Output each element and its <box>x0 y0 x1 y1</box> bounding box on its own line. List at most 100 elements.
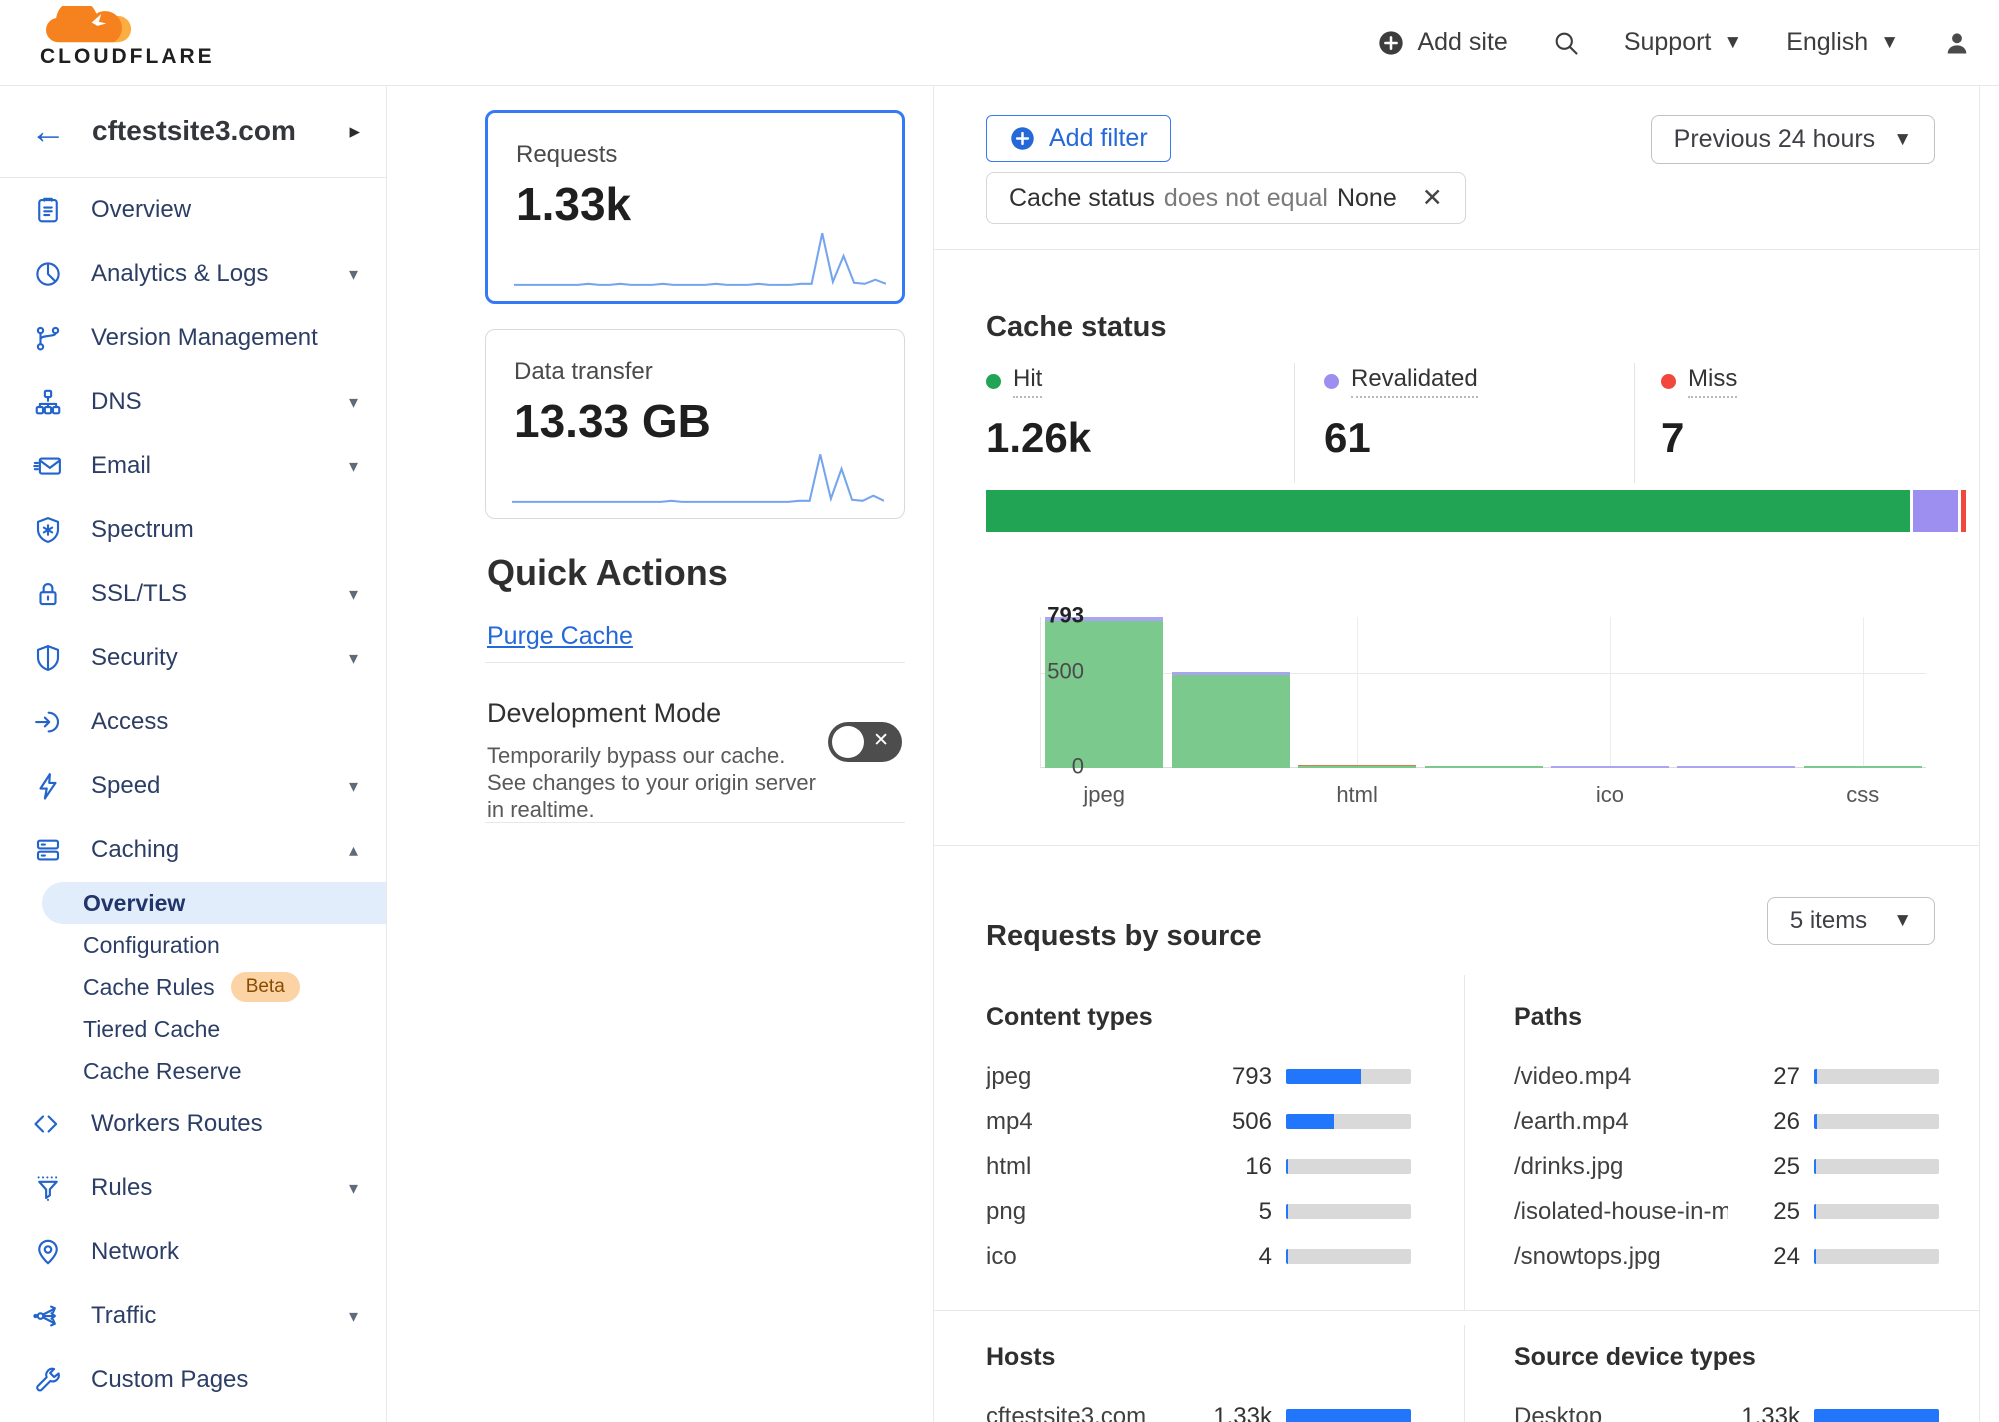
lock-icon <box>33 579 63 609</box>
cache-status-title: Cache status <box>986 311 1167 343</box>
table-row: /snowtops.jpg 24 <box>1514 1234 1939 1279</box>
bar-segment-revalidated <box>1677 766 1796 768</box>
cloudflare-logo[interactable]: CLOUDFLARE <box>40 0 212 69</box>
divider <box>485 662 905 663</box>
divider <box>934 1310 1979 1311</box>
summary-card-data-transfer[interactable]: Data transfer 13.33 GB <box>485 329 905 519</box>
remove-filter-icon[interactable]: ✕ <box>1421 184 1443 212</box>
row-label: /isolated-house-in-mo... <box>1514 1197 1728 1225</box>
chevron-up-icon: ▴ <box>348 839 358 860</box>
sidebar-item-overview[interactable]: Overview <box>0 178 386 242</box>
progress-bar <box>1814 1249 1939 1264</box>
y-axis-line <box>1040 617 1041 768</box>
chevron-down-icon: ▼ <box>1880 31 1899 53</box>
support-menu[interactable]: Support ▼ <box>1623 28 1743 56</box>
bar-segment-miss <box>1298 764 1417 767</box>
search-icon[interactable] <box>1552 29 1580 57</box>
sidebar-subitem-cache-rules[interactable]: Cache Rules Beta <box>0 966 386 1008</box>
dev-mode-toggle[interactable]: ✕ <box>828 722 902 762</box>
summary-column: Requests 1.33k Data transfer 13.33 GB Qu… <box>485 110 905 1422</box>
progress-bar <box>1286 1204 1411 1219</box>
stat-hit: Hit 1.26k <box>986 365 1091 462</box>
wrench-icon <box>33 1365 63 1395</box>
sidebar-item-analytics-logs[interactable]: Analytics & Logs ▾ <box>0 242 386 306</box>
sidebar-item-network[interactable]: Network <box>0 1220 386 1284</box>
progress-bar <box>1286 1069 1411 1084</box>
card-value: 13.33 GB <box>514 395 711 447</box>
sidebar-item-ssl-tls[interactable]: SSL/TLS ▾ <box>0 562 386 626</box>
bar-html[interactable] <box>1298 764 1417 768</box>
user-icon[interactable] <box>1943 29 1971 57</box>
bar-ico[interactable] <box>1550 766 1669 768</box>
branch-icon <box>33 323 63 353</box>
table-row: html 16 <box>986 1144 1411 1189</box>
server-stack-icon <box>33 835 63 865</box>
site-selector: ← cftestsite3.com ▸ <box>0 85 386 178</box>
cache-status-stacked-bar <box>986 490 1966 532</box>
filter-chip[interactable]: Cache status does not equal None ✕ <box>986 172 1466 224</box>
gridline <box>1357 617 1359 768</box>
summary-card-requests[interactable]: Requests 1.33k <box>485 110 905 304</box>
back-arrow-icon[interactable]: ← <box>30 110 66 151</box>
row-value: 793 <box>1231 1062 1272 1090</box>
beta-badge: Beta <box>230 972 300 1002</box>
sidebar-item-custom-pages[interactable]: Custom Pages <box>0 1348 386 1412</box>
sidebar-item-rules[interactable]: Rules ▾ <box>0 1156 386 1220</box>
progress-bar <box>1814 1409 1939 1422</box>
sidebar-subitem-tiered-cache[interactable]: Tiered Cache <box>83 1015 221 1042</box>
sidebar-item-workers-routes[interactable]: Workers Routes <box>0 1092 386 1156</box>
chevron-right-icon[interactable]: ▸ <box>349 119 360 143</box>
sidebar-item-speed[interactable]: Speed ▾ <box>0 754 386 818</box>
sidebar-item-spectrum[interactable]: Spectrum <box>0 498 386 562</box>
bar-segment-hit <box>1045 621 1164 768</box>
sidebar-item-email[interactable]: Email ▾ <box>0 434 386 498</box>
sidebar-item-traffic[interactable]: Traffic ▾ <box>0 1284 386 1348</box>
row-value: 4 <box>1258 1242 1272 1270</box>
row-label: mp4 <box>986 1107 1033 1135</box>
sidebar: ← cftestsite3.com ▸ Overview Analytics &… <box>0 85 387 1422</box>
sidebar-item-security[interactable]: Security ▾ <box>0 626 386 690</box>
add-filter-button[interactable]: Add filter <box>986 115 1171 162</box>
bolt-icon <box>33 771 63 801</box>
chevron-down-icon: ▾ <box>348 1305 358 1326</box>
x-tick-label: css <box>1846 782 1880 807</box>
gridline <box>1609 617 1611 768</box>
table-title: Content types <box>986 1003 1153 1031</box>
add-site-button[interactable]: Add site <box>1377 28 1508 57</box>
stat-value: 7 <box>1661 414 1685 461</box>
chevron-down-icon: ▾ <box>348 647 358 668</box>
bar-png[interactable] <box>1424 766 1543 768</box>
bar-unlabeled[interactable] <box>1677 766 1796 768</box>
cloudflare-cloud-icon <box>46 0 132 43</box>
cache-status-bar-chart <box>1040 617 1926 768</box>
funnel-icon <box>33 1173 63 1203</box>
sidebar-item-dns[interactable]: DNS ▾ <box>0 370 386 434</box>
status-dot <box>1324 374 1339 389</box>
bar-segment-revalidated <box>1171 671 1290 675</box>
items-count-dropdown[interactable]: 5 items ▼ <box>1766 897 1935 945</box>
status-dot <box>986 374 1001 389</box>
bar-css[interactable] <box>1803 766 1922 768</box>
row-value: 25 <box>1773 1197 1800 1225</box>
table-row: Desktop 1.33k <box>1514 1394 1939 1422</box>
sidebar-subitem-configuration[interactable]: Configuration <box>83 931 220 958</box>
stat-label[interactable]: Revalidated <box>1351 365 1478 398</box>
row-value: 25 <box>1773 1152 1800 1180</box>
bar-segment-revalidated <box>1045 617 1164 622</box>
sidebar-item-access[interactable]: Access <box>0 690 386 754</box>
sidebar-subitem-cache-reserve[interactable]: Cache Reserve <box>83 1057 242 1084</box>
sidebar-item-version-management[interactable]: Version Management <box>0 306 386 370</box>
stat-label[interactable]: Miss <box>1688 365 1738 398</box>
time-range-dropdown[interactable]: Previous 24 hours ▼ <box>1650 115 1935 164</box>
bar-jpeg[interactable] <box>1045 617 1164 768</box>
language-menu[interactable]: English ▼ <box>1786 28 1899 56</box>
sidebar-item-caching[interactable]: Caching ▴ <box>0 818 386 882</box>
sidebar-subitem-overview[interactable]: Overview <box>42 882 386 924</box>
shield-icon <box>33 643 63 673</box>
purge-cache-link[interactable]: Purge Cache <box>487 622 633 650</box>
stat-label[interactable]: Hit <box>1013 365 1043 398</box>
bar-mp4[interactable] <box>1171 671 1290 768</box>
filter-field: Cache status <box>1009 183 1155 212</box>
y-tick-label: 0 <box>1071 753 1084 779</box>
analytics-panel: Add filter Cache status does not equal N… <box>933 85 1980 1422</box>
